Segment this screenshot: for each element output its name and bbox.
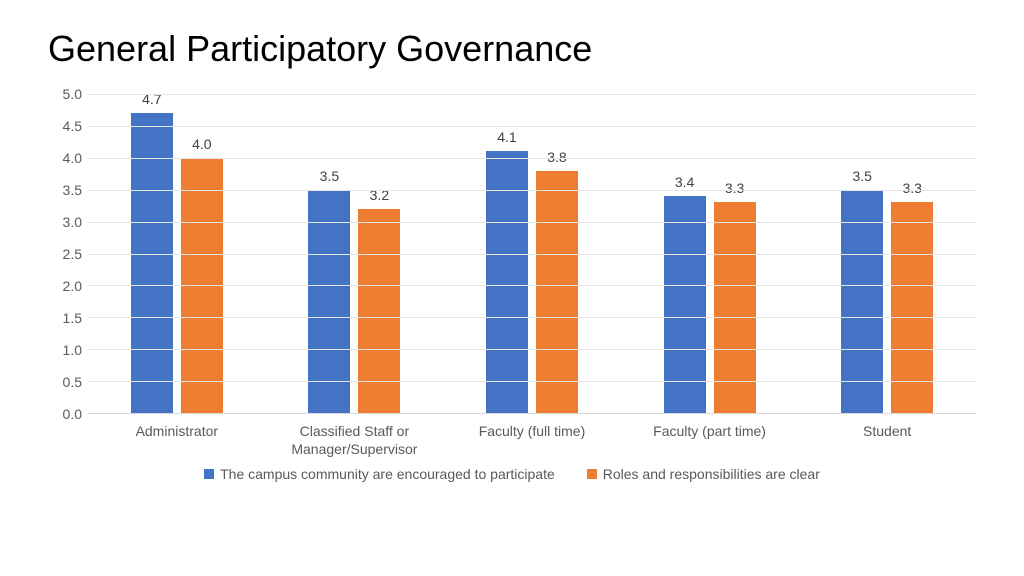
grid-line xyxy=(88,349,976,350)
bar-value-label: 3.3 xyxy=(882,180,942,196)
grid-line xyxy=(88,285,976,286)
bar xyxy=(358,209,400,413)
legend-item: Roles and responsibilities are clear xyxy=(587,466,820,482)
legend-item: The campus community are encouraged to p… xyxy=(204,466,555,482)
bar-value-label: 3.8 xyxy=(527,149,587,165)
y-tick-label: 1.5 xyxy=(63,310,82,326)
grid-line xyxy=(88,254,976,255)
bar xyxy=(841,190,883,413)
grid-line xyxy=(88,381,976,382)
y-tick-label: 2.5 xyxy=(63,246,82,262)
bar-holder: 3.5 xyxy=(308,190,350,413)
legend: The campus community are encouraged to p… xyxy=(48,466,976,482)
slide: General Participatory Governance 0.0 0.5 1… xyxy=(0,0,1024,576)
legend-label: Roles and responsibilities are clear xyxy=(603,466,820,482)
legend-label: The campus community are encouraged to p… xyxy=(220,466,555,482)
x-axis: AdministratorClassified Staff or Manager… xyxy=(88,414,976,458)
grid-line xyxy=(88,158,976,159)
y-tick-label: 0.5 xyxy=(63,374,82,390)
chart: 0.00.51.01.52.02.53.03.54.04.55.0 4.74.0… xyxy=(48,94,976,556)
y-tick-label: 4.5 xyxy=(63,118,82,134)
legend-swatch xyxy=(204,469,214,479)
y-tick-label: 5.0 xyxy=(63,86,82,102)
bar-holder: 3.2 xyxy=(358,209,400,413)
y-tick-label: 3.5 xyxy=(63,182,82,198)
grid-line xyxy=(88,126,976,127)
x-category-label: Administrator xyxy=(88,414,266,458)
grid-line xyxy=(88,317,976,318)
bar-value-label: 3.3 xyxy=(705,180,765,196)
plot-area: 4.74.03.53.24.13.83.43.33.53.3 xyxy=(88,94,976,414)
y-tick-label: 4.0 xyxy=(63,150,82,166)
y-tick-label: 3.0 xyxy=(63,214,82,230)
y-tick-label: 0.0 xyxy=(63,406,82,422)
bar xyxy=(536,171,578,413)
bar-holder: 3.5 xyxy=(841,190,883,413)
grid-line xyxy=(88,222,976,223)
bar xyxy=(308,190,350,413)
x-category-label: Faculty (full time) xyxy=(443,414,621,458)
bar-value-label: 4.1 xyxy=(477,129,537,145)
x-category-label: Student xyxy=(798,414,976,458)
y-axis: 0.00.51.01.52.02.53.03.54.04.55.0 xyxy=(48,94,88,414)
y-tick-label: 2.0 xyxy=(63,278,82,294)
legend-swatch xyxy=(587,469,597,479)
chart-title: General Participatory Governance xyxy=(48,28,976,70)
y-tick-label: 1.0 xyxy=(63,342,82,358)
grid-line xyxy=(88,94,976,95)
x-category-label: Faculty (part time) xyxy=(621,414,799,458)
bar-value-label: 4.0 xyxy=(172,136,232,152)
bar-value-label: 3.5 xyxy=(299,168,359,184)
plot-row: 0.00.51.01.52.02.53.03.54.04.55.0 4.74.0… xyxy=(48,94,976,414)
bar-holder: 3.8 xyxy=(536,171,578,413)
grid-line xyxy=(88,190,976,191)
x-category-label: Classified Staff or Manager/Supervisor xyxy=(266,414,444,458)
